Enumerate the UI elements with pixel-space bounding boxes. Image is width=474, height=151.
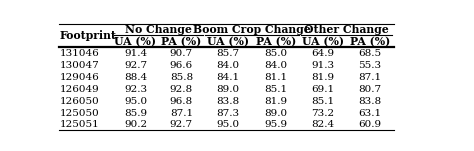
Text: 96.8: 96.8	[170, 97, 193, 106]
Text: Boom Crop Change: Boom Crop Change	[193, 24, 311, 35]
Text: 63.1: 63.1	[358, 109, 381, 118]
Text: 85.1: 85.1	[311, 97, 334, 106]
Text: UA (%): UA (%)	[115, 36, 156, 47]
Text: 90.7: 90.7	[170, 49, 193, 58]
Text: 130047: 130047	[60, 61, 100, 70]
Text: PA (%): PA (%)	[349, 36, 390, 47]
Text: 129046: 129046	[60, 73, 100, 82]
Text: PA (%): PA (%)	[256, 36, 296, 47]
Text: 85.0: 85.0	[264, 49, 288, 58]
Text: 84.0: 84.0	[217, 61, 240, 70]
Text: 60.9: 60.9	[358, 120, 381, 129]
Text: 84.0: 84.0	[264, 61, 288, 70]
Text: 92.7: 92.7	[124, 61, 147, 70]
Text: No Change: No Change	[125, 24, 192, 35]
Text: 81.9: 81.9	[311, 73, 334, 82]
Text: 85.8: 85.8	[170, 73, 193, 82]
Text: 83.8: 83.8	[217, 97, 240, 106]
Text: 126050: 126050	[60, 97, 100, 106]
Text: 89.0: 89.0	[217, 85, 240, 94]
Text: 87.3: 87.3	[217, 109, 240, 118]
Text: 126049: 126049	[60, 85, 100, 94]
Text: 64.9: 64.9	[311, 49, 334, 58]
Text: Other Change: Other Change	[304, 24, 389, 35]
Text: 95.0: 95.0	[124, 97, 147, 106]
Text: 84.1: 84.1	[217, 73, 240, 82]
Text: 73.2: 73.2	[311, 109, 334, 118]
Text: 80.7: 80.7	[358, 85, 381, 94]
Text: 125050: 125050	[60, 109, 100, 118]
Text: 95.0: 95.0	[217, 120, 240, 129]
Text: PA (%): PA (%)	[161, 36, 201, 47]
Text: 69.1: 69.1	[311, 85, 334, 94]
Text: 90.2: 90.2	[124, 120, 147, 129]
Text: 82.4: 82.4	[311, 120, 334, 129]
Text: 131046: 131046	[60, 49, 100, 58]
Text: 91.3: 91.3	[311, 61, 334, 70]
Text: 92.7: 92.7	[170, 120, 193, 129]
Text: 83.8: 83.8	[358, 97, 381, 106]
Text: 81.9: 81.9	[264, 97, 288, 106]
Text: 55.3: 55.3	[358, 61, 381, 70]
Text: 85.1: 85.1	[264, 85, 288, 94]
Text: 87.1: 87.1	[358, 73, 381, 82]
Text: 89.0: 89.0	[264, 109, 288, 118]
Text: UA (%): UA (%)	[302, 36, 344, 47]
Text: 87.1: 87.1	[170, 109, 193, 118]
Text: 85.9: 85.9	[124, 109, 147, 118]
Text: 81.1: 81.1	[264, 73, 288, 82]
Text: UA (%): UA (%)	[207, 36, 249, 47]
Text: 68.5: 68.5	[358, 49, 381, 58]
Text: 92.3: 92.3	[124, 85, 147, 94]
Text: 85.7: 85.7	[217, 49, 240, 58]
Text: 125051: 125051	[60, 120, 100, 129]
Text: 92.8: 92.8	[170, 85, 193, 94]
Text: 91.4: 91.4	[124, 49, 147, 58]
Text: 96.6: 96.6	[170, 61, 193, 70]
Text: 88.4: 88.4	[124, 73, 147, 82]
Text: Footprint: Footprint	[60, 30, 117, 41]
Text: 95.9: 95.9	[264, 120, 288, 129]
